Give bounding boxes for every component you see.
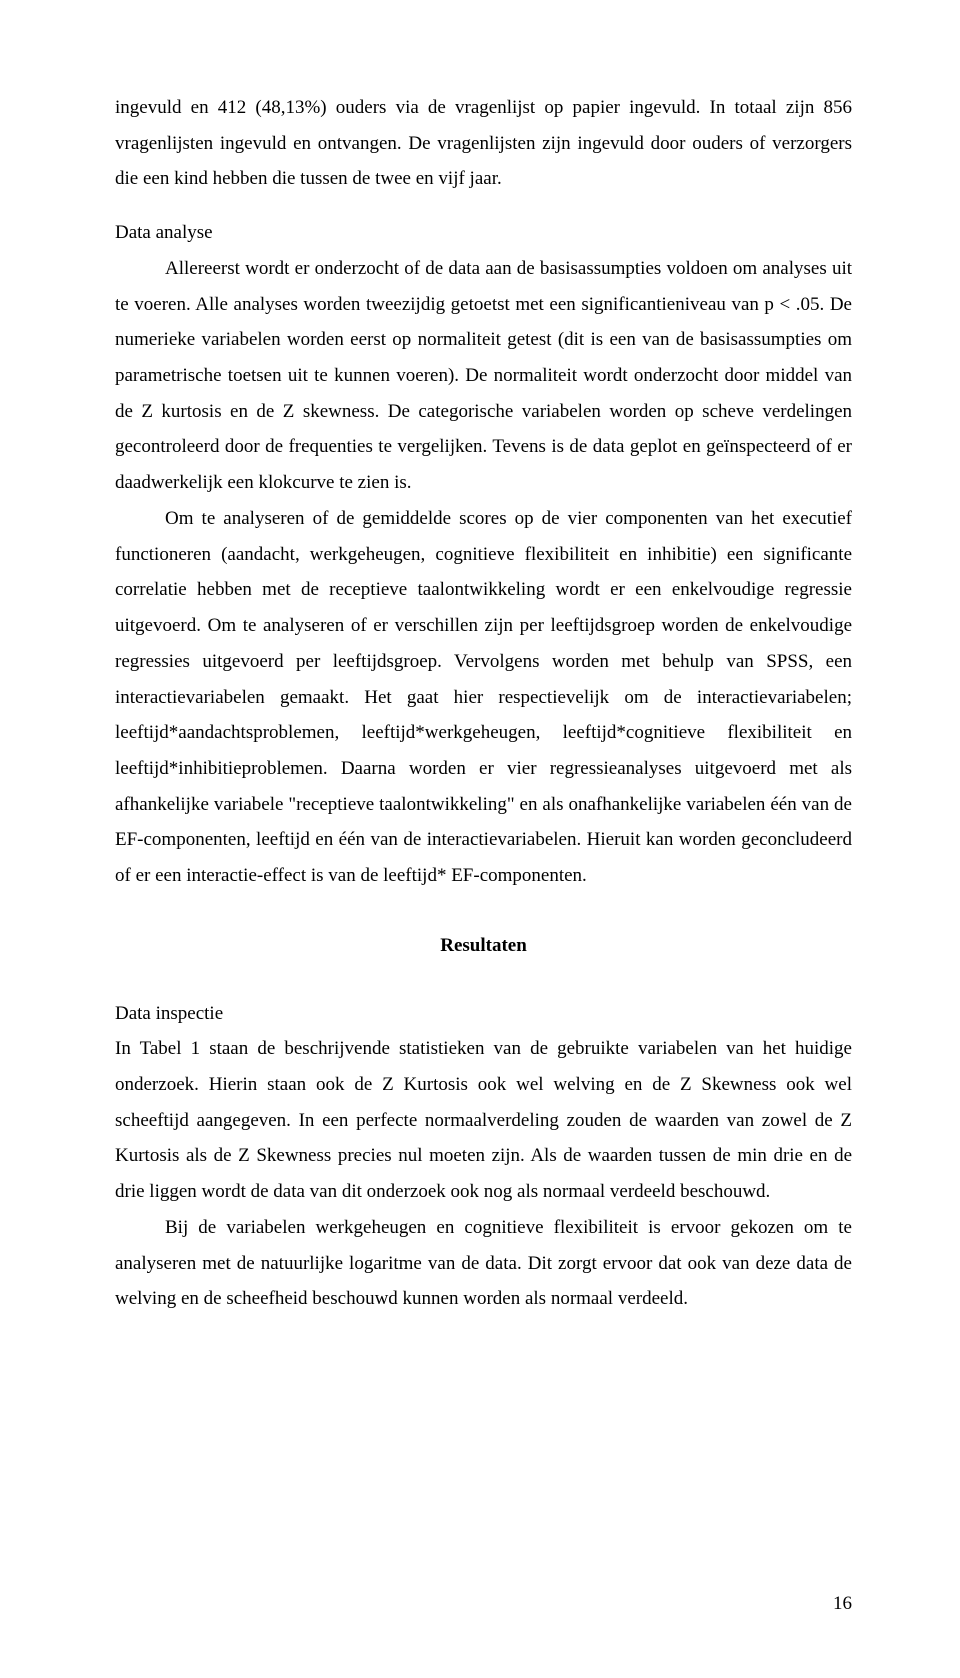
paragraph-data-analyse-2: Om te analyseren of de gemiddelde scores… [115,501,852,894]
paragraph-data-inspectie-2: Bij de variabelen werkgeheugen en cognit… [115,1210,852,1317]
page-number: 16 [833,1586,852,1622]
paragraph-intro-continuation: ingevuld en 412 (48,13%) ouders via de v… [115,90,852,197]
paragraph-data-analyse-1: Allereerst wordt er onderzocht of de dat… [115,251,852,501]
paragraph-data-inspectie-1: In Tabel 1 staan de beschrijvende statis… [115,1031,852,1210]
heading-resultaten: Resultaten [115,928,852,964]
page-container: ingevuld en 412 (48,13%) ouders via de v… [0,0,960,1678]
heading-data-inspectie: Data inspectie [115,996,852,1032]
heading-data-analyse: Data analyse [115,215,852,251]
